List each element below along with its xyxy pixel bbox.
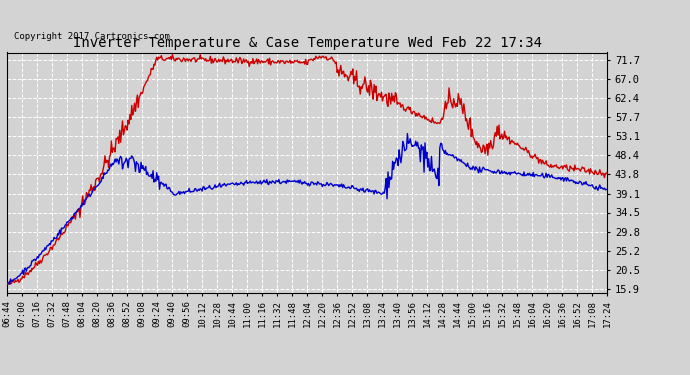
- Title: Inverter Temperature & Case Temperature Wed Feb 22 17:34: Inverter Temperature & Case Temperature …: [72, 36, 542, 50]
- Text: Copyright 2017 Cartronics.com: Copyright 2017 Cartronics.com: [14, 32, 170, 41]
